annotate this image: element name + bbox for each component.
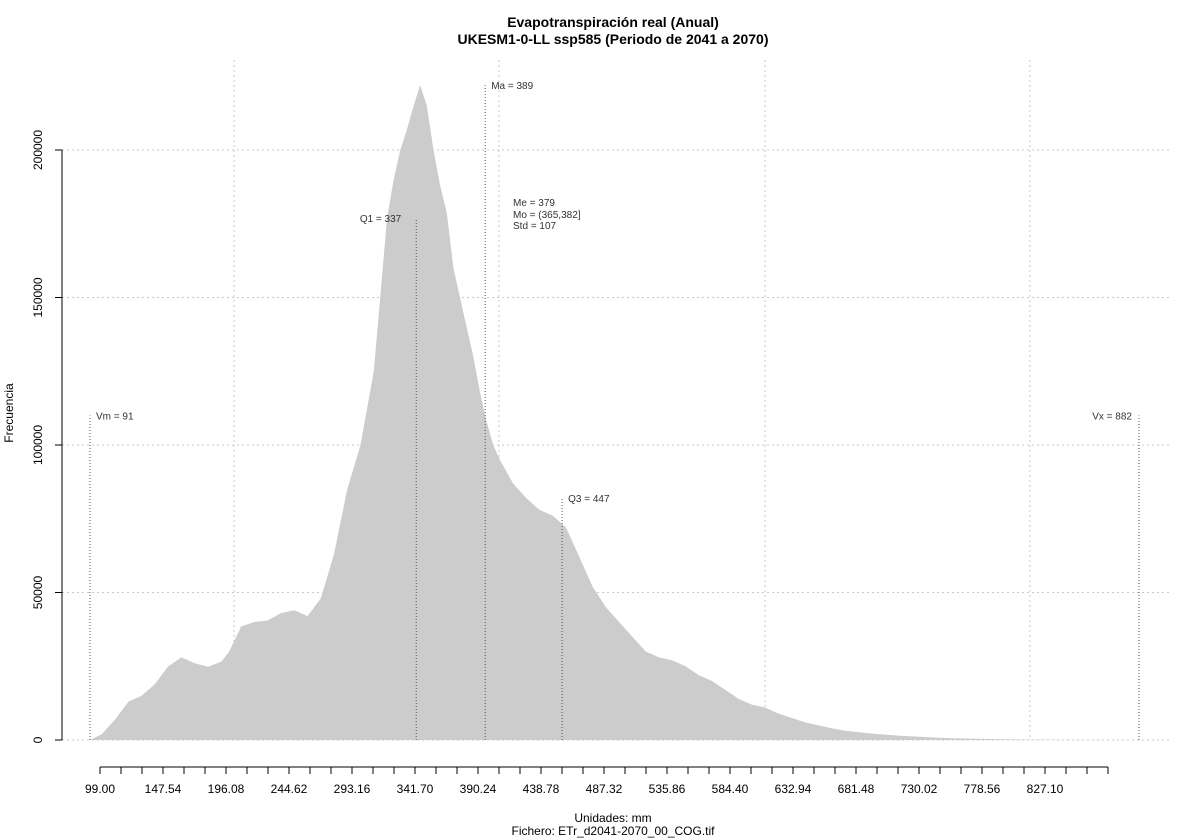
x-tick-label: 147.54 (145, 782, 182, 796)
x-tick-label: 487.32 (586, 782, 623, 796)
stat-median: Me = 379 (513, 198, 555, 209)
x-tick-label: 681.48 (838, 782, 875, 796)
stat-std: Std = 107 (513, 221, 557, 232)
y-axis-label: Frecuencia (2, 383, 16, 443)
x-tick-label: 438.78 (523, 782, 560, 796)
x-tick-label: 584.40 (712, 782, 749, 796)
footer-filename: Fichero: ETr_d2041-2070_00_COG.tif (512, 824, 716, 838)
x-tick-label: 293.16 (334, 782, 371, 796)
chart-title: Evapotranspiración real (Anual) (507, 14, 719, 30)
marker-label: Vm = 91 (96, 412, 134, 423)
x-tick-label: 535.86 (649, 782, 686, 796)
x-tick-label: 778.56 (964, 782, 1001, 796)
chart-subtitle: UKESM1-0-LL ssp585 (Periodo de 2041 a 20… (458, 31, 769, 47)
y-axis: 0 50000 100000 150000 200000 (31, 130, 63, 743)
x-tick-label: 827.10 (1027, 782, 1064, 796)
x-tick-label: 632.94 (775, 782, 812, 796)
y-tick-label: 200000 (31, 130, 45, 170)
x-tick-label: 99.00 (85, 782, 115, 796)
x-tick-label: 390.24 (460, 782, 497, 796)
x-tick-label: 196.08 (208, 782, 245, 796)
marker-label: Vx = 882 (1092, 412, 1132, 423)
x-tick-label: 244.62 (271, 782, 308, 796)
x-axis: 99.00 147.54 196.08 244.62 293.16 341.70 390.2… (85, 766, 1109, 796)
x-axis-label: Unidades: mm (574, 811, 651, 825)
y-tick-label: 100000 (31, 425, 45, 465)
statistic-markers: Vm = 91 Q1 = 337 Ma = 389 Q3 = 447 Vx = 882 (89, 81, 1140, 740)
density-area (90, 85, 1137, 741)
x-tick-label: 730.02 (901, 782, 938, 796)
y-tick-label: 50000 (31, 575, 45, 609)
marker-label: Ma = 389 (491, 81, 533, 92)
stat-mode: Mo = (365,382] (513, 210, 581, 221)
marker-label: Q3 = 447 (568, 494, 610, 505)
y-tick-label: 0 (31, 736, 45, 743)
marker-label: Q1 = 337 (360, 214, 402, 225)
y-tick-label: 150000 (31, 277, 45, 317)
x-tick-label: 341.70 (397, 782, 434, 796)
